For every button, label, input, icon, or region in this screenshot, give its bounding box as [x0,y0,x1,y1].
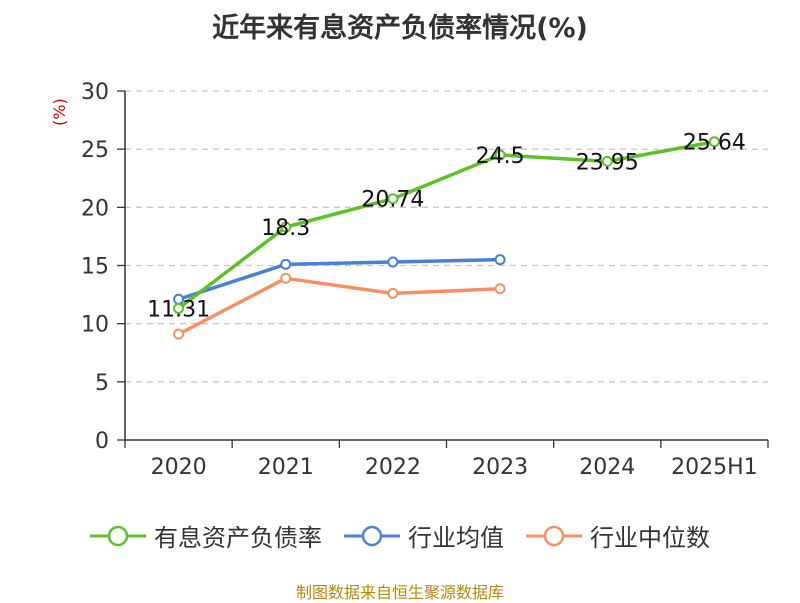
data-label: 24.5 [476,144,525,169]
data-point [494,254,506,266]
source-note: 制图数据来自恒生聚源数据库 [295,583,504,602]
data-point [387,256,399,268]
legend-label-industry-mean: 行业均值 [408,524,504,552]
data-point [494,283,506,295]
data-label: 20.74 [361,188,424,213]
x-tick-label: 2020 [151,455,207,480]
legend-item-industry-median[interactable]: 行业中位数 [526,518,710,553]
series-line [178,257,501,301]
data-point [494,149,506,161]
x-tick-label: 2023 [472,455,528,480]
data-point [280,258,292,270]
x-tick-label: 2024 [579,455,635,480]
series-line [177,276,501,336]
y-tick-label: 30 [81,80,109,105]
y-tick-label: 10 [81,313,109,338]
legend-swatch-debt-ratio [90,525,146,546]
data-point [601,155,613,167]
x-tick-label: 2021 [258,455,314,480]
y-tick-label: 20 [81,196,109,221]
data-point [280,221,292,233]
data-label: 23.95 [576,150,639,175]
y-tick-label: 0 [95,429,109,454]
data-point [387,287,399,299]
series-line [177,140,715,310]
legend: 有息资产负债率 行业均值 行业中位数 [0,518,800,553]
x-tick-label: 2022 [365,455,421,480]
data-label: 25.64 [683,131,746,156]
data-point [387,193,399,205]
data-label: 11.31 [147,297,210,322]
y-tick-label: 5 [95,371,109,396]
chart-title: 近年来有息资产负债率情况(%) [212,13,588,44]
y-tick-label: 25 [81,138,109,163]
data-point [173,302,185,314]
line-chart: 0 5 10 15 20 25 30 2020 2021 2022 2023 2024 2025H1 11… [81,80,769,480]
data-point [173,328,185,340]
data-label: 18.3 [261,216,310,241]
y-tick-label: 15 [81,255,109,280]
legend-item-industry-mean[interactable]: 行业均值 [344,518,504,553]
data-point [708,136,720,148]
legend-label-industry-median: 行业中位数 [590,524,710,552]
legend-label-debt-ratio: 有息资产负债率 [154,524,322,552]
legend-swatch-industry-mean [344,525,400,546]
x-tick-label: 2025H1 [671,455,758,480]
data-point [280,272,292,284]
legend-swatch-industry-median [526,525,582,546]
legend-item-debt-ratio[interactable]: 有息资产负债率 [90,518,322,553]
